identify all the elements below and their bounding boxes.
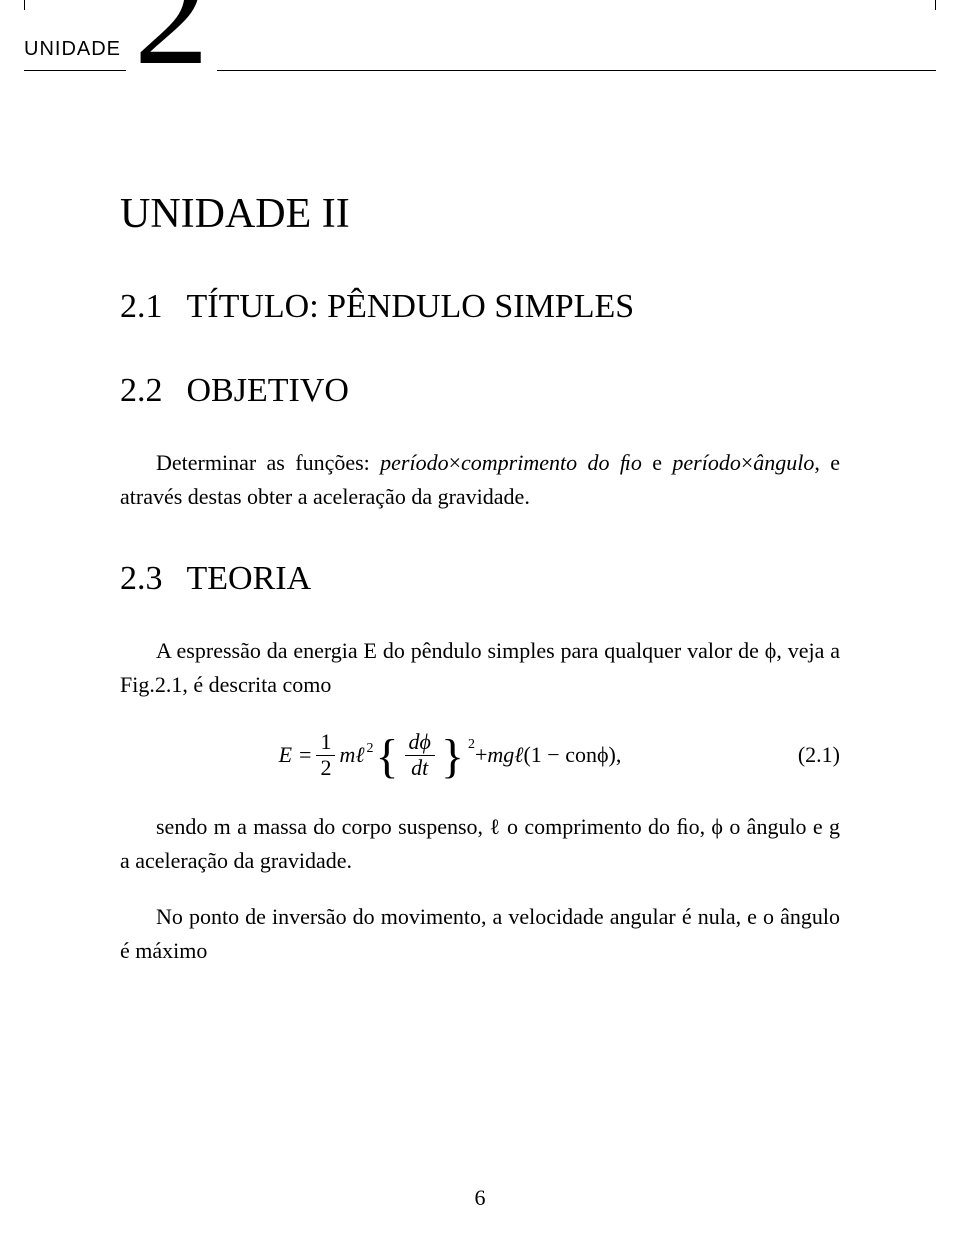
chapter-number: 2	[126, 0, 217, 88]
section-title: OBJETIVO	[187, 372, 349, 409]
text: e	[642, 450, 673, 475]
page: UNIDADE 2 UNIDADE II 2.1 TÍTULO: PÊNDULO …	[0, 0, 960, 1241]
section-heading-2-1: 2.1 TÍTULO: PÊNDULO SIMPLES	[120, 288, 840, 326]
eq-sq1: 2	[367, 741, 374, 757]
eq-paren: (1 − conϕ),	[523, 742, 621, 768]
left-brace: {	[374, 733, 401, 781]
eq-ell2: ℓ	[514, 742, 523, 768]
eq-sq2: 2	[468, 737, 475, 753]
theory-paragraph-3: No ponto de inversão do movimento, a vel…	[120, 900, 840, 968]
theory-paragraph-1: A espressão da energia E do pêndulo simp…	[120, 634, 840, 702]
chapter-label: UNIDADE	[24, 38, 127, 61]
text-italic: período	[380, 450, 448, 475]
section-title: TEORIA	[187, 560, 312, 597]
equation-label: (2.1)	[780, 742, 840, 768]
section-heading-2-3: 2.3 TEORIA	[120, 560, 840, 598]
text-italic: comprimento do ﬁo	[461, 450, 642, 475]
eq-ell: ℓ	[355, 742, 364, 768]
equation-2-1: E = 1 2 mℓ2 { dϕ dt }2 + mgℓ(1 − conϕ), …	[120, 730, 840, 779]
section-number: 2.1	[120, 288, 163, 325]
eq-plus: +	[475, 742, 487, 768]
section-heading-2-2: 2.2 OBJETIVO	[120, 372, 840, 410]
frac-num: 1	[316, 730, 335, 754]
right-brace: }	[439, 733, 466, 781]
section-number: 2.2	[120, 372, 163, 409]
fraction-half: 1 2	[316, 730, 335, 779]
text: ×	[449, 450, 461, 475]
eq-lhs: E =	[279, 742, 313, 768]
theory-paragraph-2: sendo m a massa do corpo suspenso, ℓ o c…	[120, 810, 840, 878]
text-italic: ângulo	[753, 450, 814, 475]
eq-m: m	[339, 742, 355, 768]
text: ×	[741, 450, 753, 475]
frac-den: 2	[316, 756, 335, 780]
section-number: 2.3	[120, 560, 163, 597]
page-number: 6	[0, 1185, 960, 1211]
text: Determinar as funções:	[156, 450, 380, 475]
fraction-dphidt: dϕ dt	[405, 730, 435, 779]
frac-num: dϕ	[405, 730, 435, 754]
text-italic: período	[672, 450, 740, 475]
frac-den: dt	[407, 756, 432, 780]
chapter-title: UNIDADE II	[120, 190, 840, 238]
eq-mg: mg	[487, 742, 514, 768]
chapter-header: UNIDADE 2	[0, 0, 960, 110]
equation-body: E = 1 2 mℓ2 { dϕ dt }2 + mgℓ(1 − conϕ),	[279, 730, 622, 779]
objective-paragraph: Determinar as funções: período×comprimen…	[120, 446, 840, 514]
section-title: TÍTULO: PÊNDULO SIMPLES	[187, 288, 635, 325]
